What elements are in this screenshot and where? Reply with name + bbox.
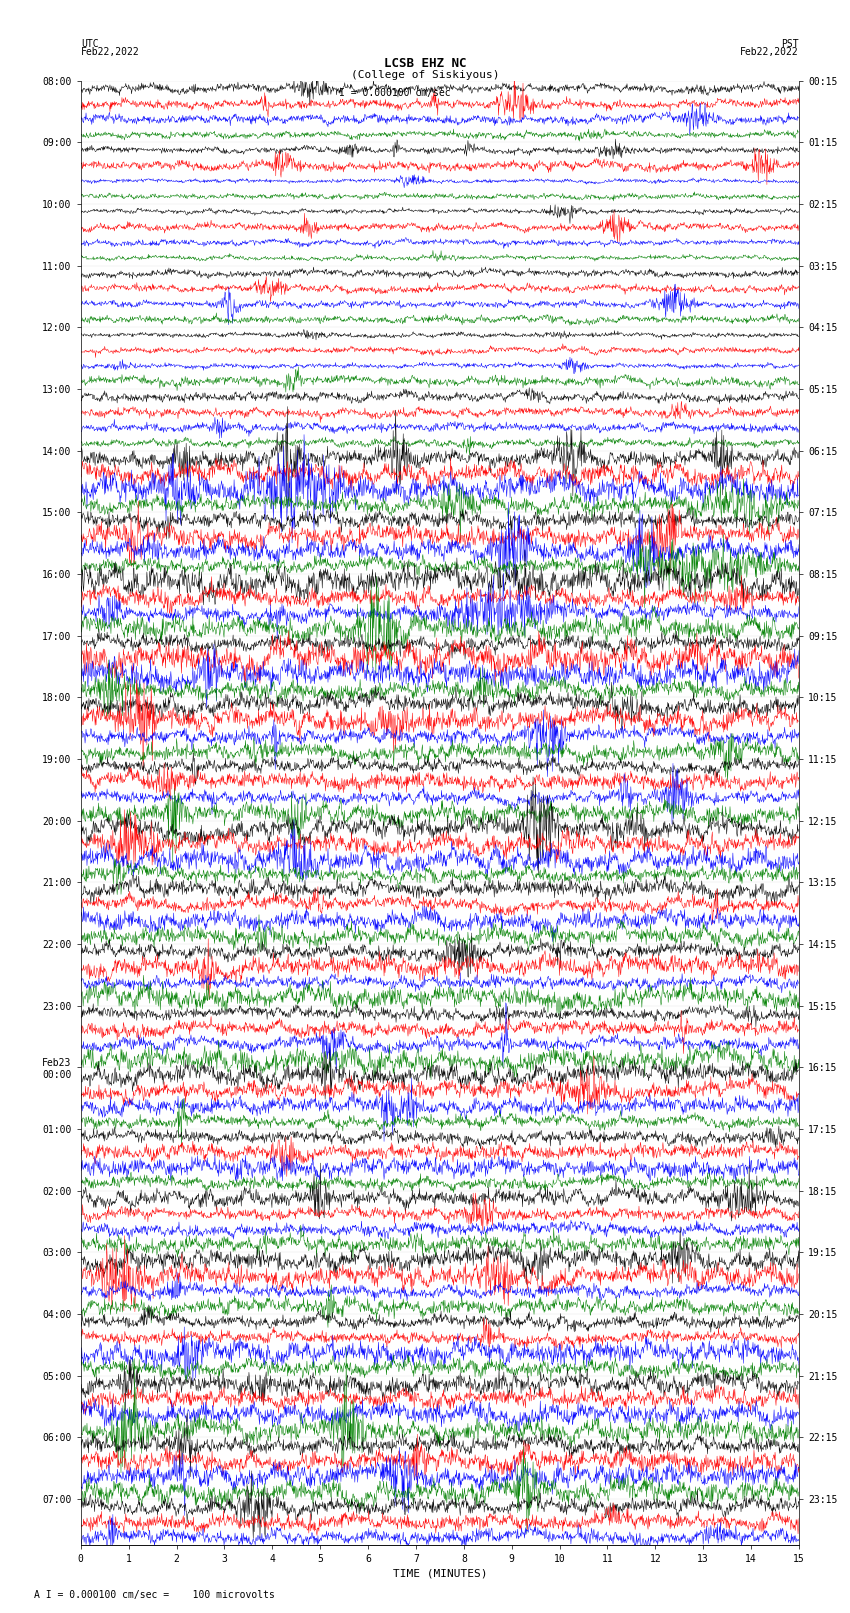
Text: PST: PST — [781, 39, 799, 50]
Text: Feb22,2022: Feb22,2022 — [740, 47, 799, 58]
Text: I = 0.000100 cm/sec: I = 0.000100 cm/sec — [339, 87, 451, 98]
Text: Feb22,2022: Feb22,2022 — [81, 47, 139, 58]
Text: LCSB EHZ NC: LCSB EHZ NC — [383, 56, 467, 71]
Text: (College of Siskiyous): (College of Siskiyous) — [351, 69, 499, 79]
Text: A I = 0.000100 cm/sec =    100 microvolts: A I = 0.000100 cm/sec = 100 microvolts — [34, 1590, 275, 1600]
X-axis label: TIME (MINUTES): TIME (MINUTES) — [393, 1568, 487, 1579]
Text: UTC: UTC — [81, 39, 99, 50]
